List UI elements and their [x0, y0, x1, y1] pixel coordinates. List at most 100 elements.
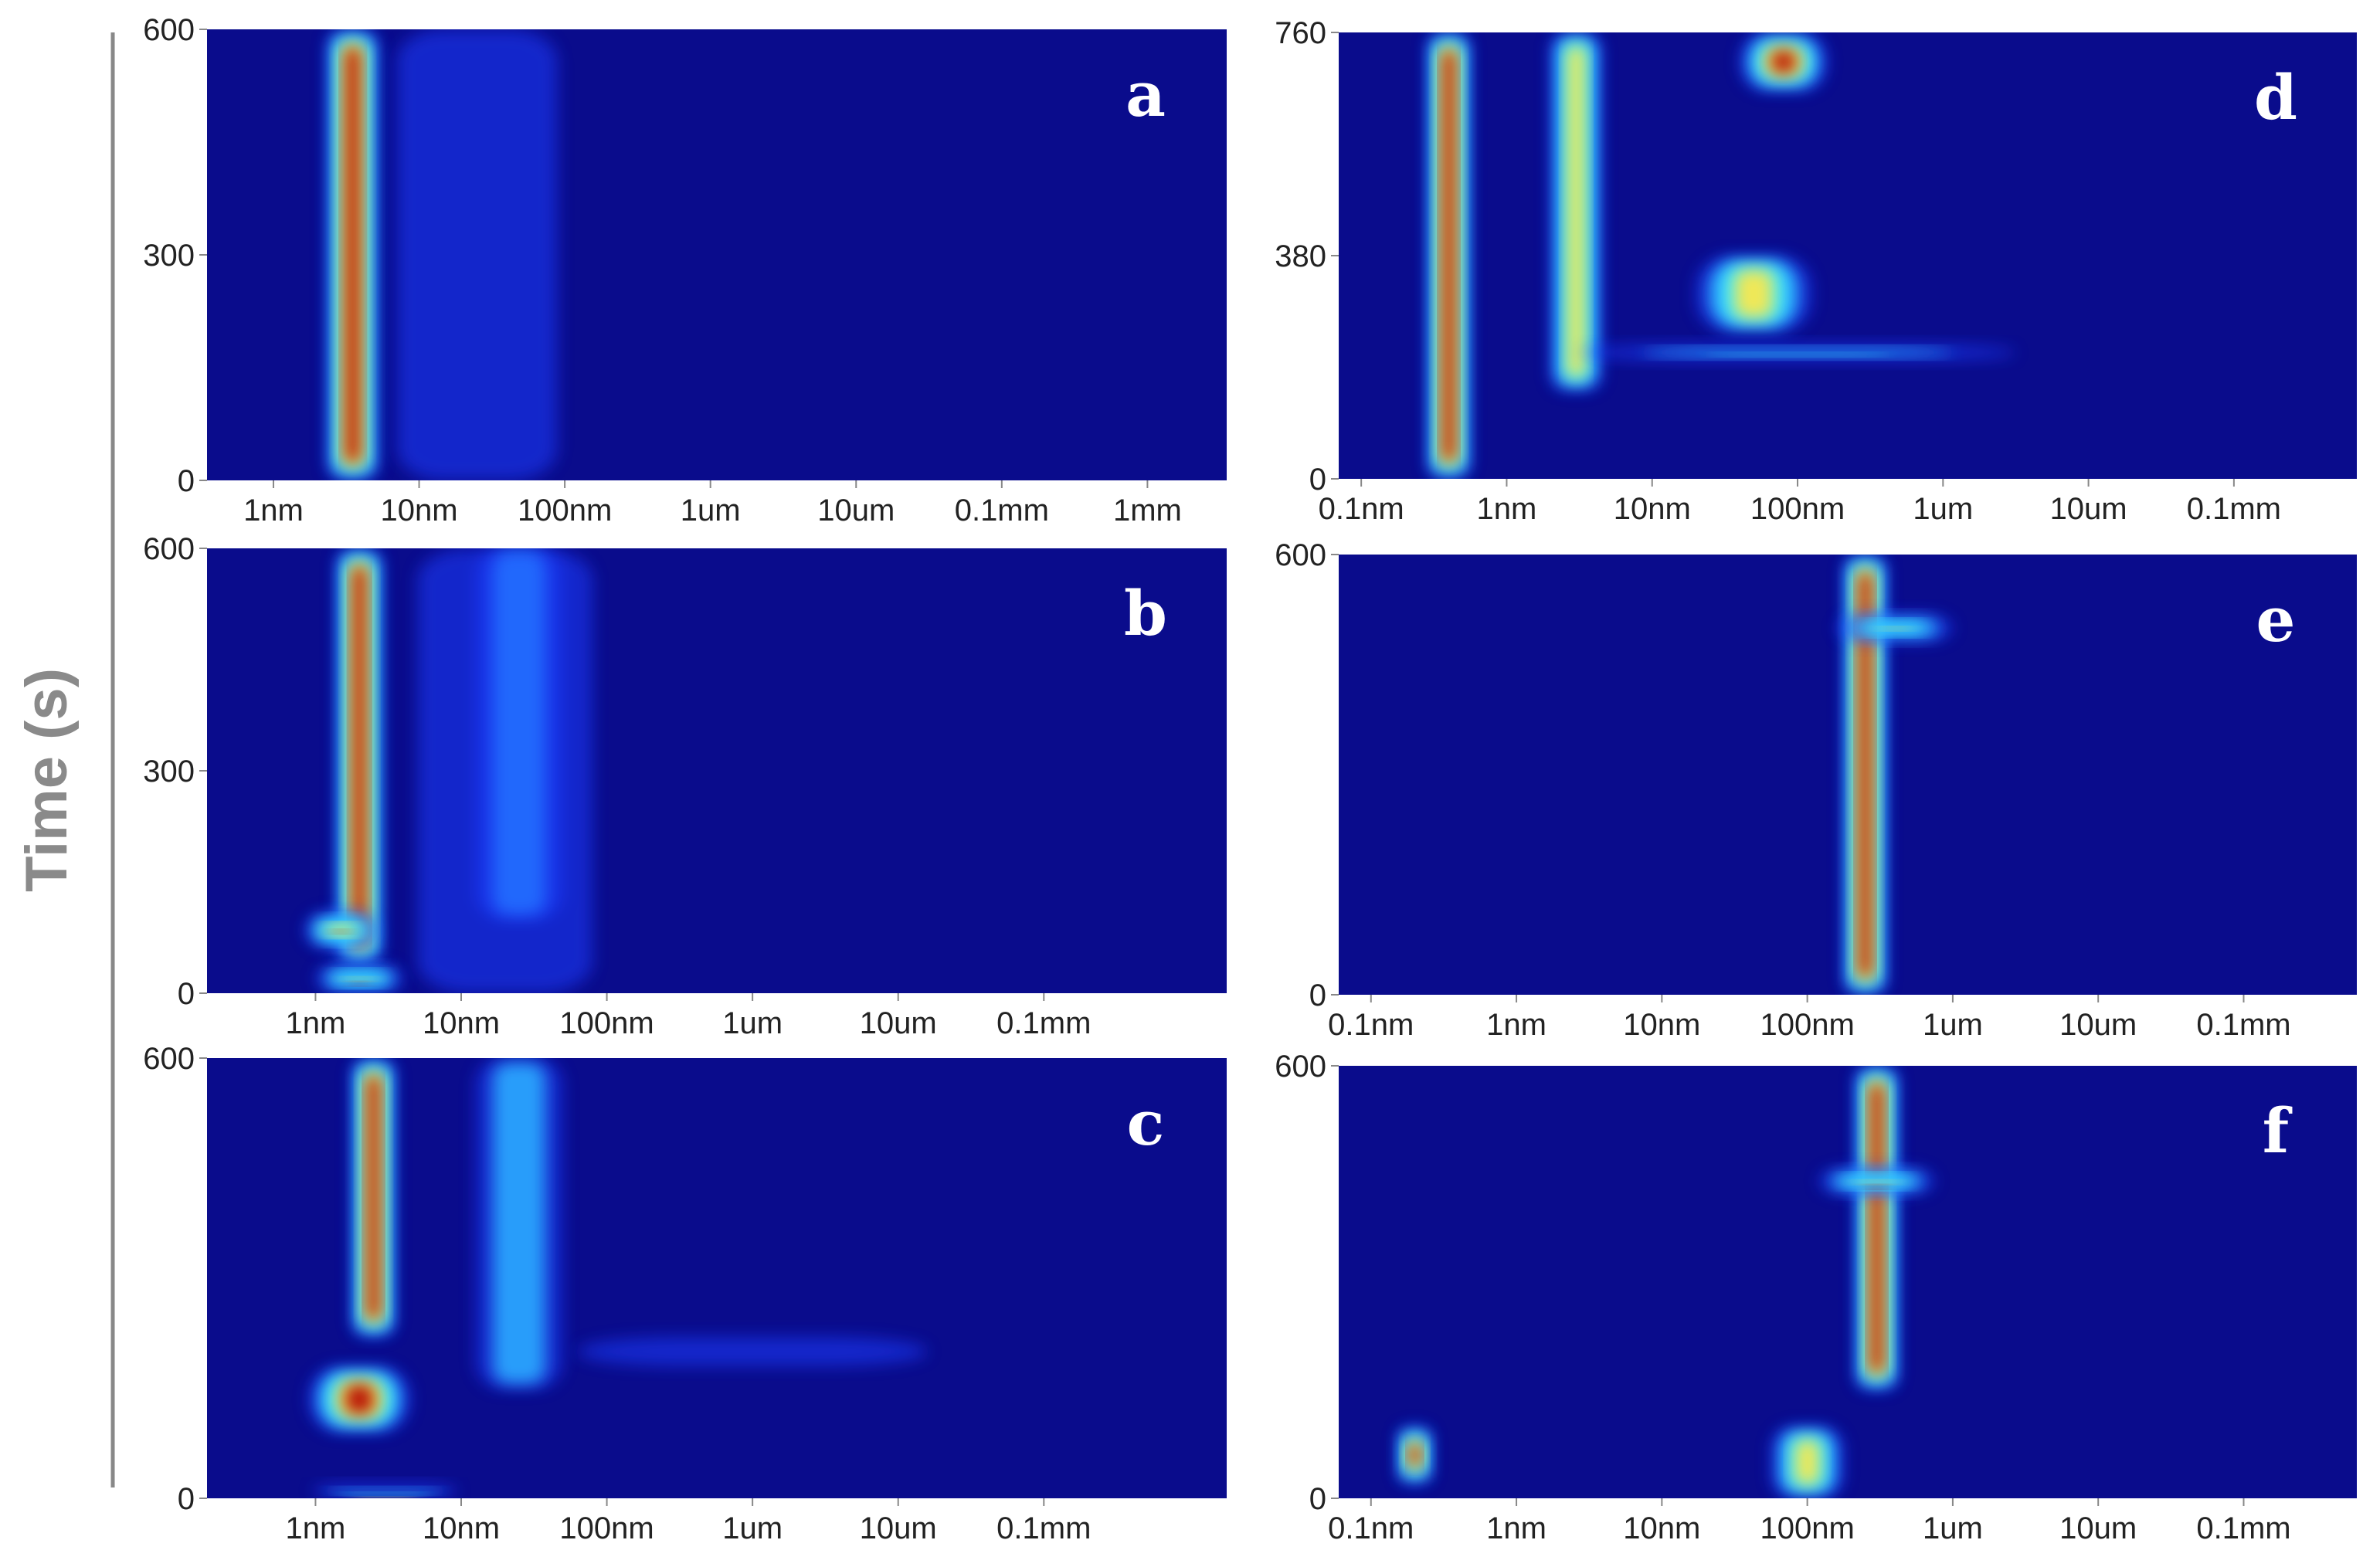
- panel-b: 0 300 600 1nm 10nm 100nm 1um 10um 0.1mm b: [143, 532, 1227, 1040]
- y-tick-label-f-0: 0: [1309, 1482, 1326, 1516]
- panel-a: 0 300 600 1nm 10nm 100nm 1um 10um 0.1mm 1mm a: [143, 13, 1227, 527]
- panel-letter-d: d: [2254, 61, 2297, 134]
- heat-mark-d-4-2: [1703, 353, 1892, 357]
- x-tick-label-f-4: 1um: [1923, 1511, 1983, 1545]
- x-tick-label-a-6: 1mm: [1113, 494, 1182, 527]
- heat-mark-a-0-4: [345, 48, 360, 462]
- figure-y-axis-label: Time (s): [14, 668, 80, 892]
- x-tick-label-f-5: 10um: [2059, 1511, 2137, 1545]
- panel-f: 0 600 0.1nm 1nm 10nm 100nm 1um 10um 0.1mm f: [1275, 1050, 2357, 1545]
- x-tick-label-e-1: 1nm: [1486, 1008, 1546, 1042]
- heat-mark-c-0-4: [367, 1077, 380, 1318]
- panel-a-heat: [326, 29, 558, 480]
- x-tick-label-e-3: 100nm: [1760, 1008, 1854, 1042]
- heat-mark-d-0-4: [1442, 51, 1455, 460]
- x-tick-label-d-4: 1um: [1913, 492, 1973, 526]
- panel-f-plot-area: [1339, 1066, 2357, 1498]
- y-tick-label-e-0: 0: [1309, 979, 1326, 1013]
- y-tick-label-a-2: 600: [143, 13, 195, 47]
- y-tick-label-a-1: 300: [143, 239, 195, 273]
- panel-letter-a: a: [1125, 58, 1166, 131]
- x-tick-label-c-4: 10um: [860, 1511, 937, 1545]
- x-tick-label-d-3: 100nm: [1750, 492, 1845, 526]
- heat-mark-c-4-0: [577, 1337, 928, 1366]
- y-tick-label-b-0: 0: [178, 977, 195, 1011]
- x-tick-label-e-6: 0.1mm: [2196, 1008, 2290, 1042]
- y-tick-label-c-0: 0: [178, 1482, 195, 1516]
- heat-mark-c-1-4: [345, 1385, 374, 1414]
- x-tick-label-f-6: 0.1mm: [2196, 1511, 2290, 1545]
- x-tick-label-e-2: 10nm: [1623, 1008, 1700, 1042]
- heat-mark-d-2-4: [1771, 51, 1796, 73]
- x-tick-label-a-5: 0.1mm: [955, 494, 1049, 527]
- panels: 0 300 600 1nm 10nm 100nm 1um 10um 0.1mm 1mm a 0 300 6…: [143, 13, 2357, 1545]
- heat-mark-b-0-4: [352, 567, 366, 945]
- x-tick-label-c-2: 100nm: [559, 1511, 654, 1545]
- x-tick-label-a-4: 10um: [817, 494, 895, 527]
- x-tick-label-c-1: 10nm: [423, 1511, 500, 1545]
- panel-letter-c: c: [1127, 1087, 1165, 1159]
- x-tick-label-b-3: 1um: [722, 1006, 783, 1040]
- x-tick-label-d-5: 10um: [2050, 492, 2127, 526]
- x-tick-label-e-4: 1um: [1923, 1008, 1983, 1042]
- heat-mark-f-1-3: [1850, 1180, 1903, 1184]
- heat-mark-e-0-4: [1859, 573, 1872, 976]
- panel-e-heat: [1836, 555, 1954, 995]
- heat-mark-b-2-4: [347, 982, 372, 985]
- heat-mark-d-1-3: [1567, 46, 1585, 377]
- y-tick-label-d-0: 0: [1309, 463, 1326, 497]
- heat-mark-c-2-3: [352, 1498, 419, 1501]
- panel-letter-e: e: [2256, 583, 2296, 656]
- heat-mark-b-2-3: [339, 977, 379, 981]
- panel-d: 0 380 760 0.1nm 1nm 10nm 100nm 1um 10um 0.1mm d: [1275, 16, 2357, 526]
- panel-b-heat: [304, 548, 592, 993]
- heat-mark-c-2-2: [338, 1493, 432, 1496]
- heat-mark-e-1-3: [1875, 627, 1915, 630]
- x-tick-label-b-4: 10um: [860, 1006, 937, 1040]
- x-tick-label-d-1: 1nm: [1477, 492, 1537, 526]
- panel-d-heat: [1427, 32, 2016, 479]
- heat-mark-f-1-4: [1860, 1185, 1893, 1189]
- x-tick-label-f-3: 100nm: [1760, 1511, 1854, 1545]
- heat-mark-c-3-1: [493, 1063, 545, 1384]
- y-tick-label-d-2: 760: [1275, 16, 1326, 50]
- x-tick-label-a-0: 1nm: [243, 494, 304, 527]
- x-tick-label-d-6: 0.1mm: [2187, 492, 2281, 526]
- x-tick-label-f-1: 1nm: [1486, 1511, 1546, 1545]
- x-tick-label-c-5: 0.1mm: [996, 1511, 1091, 1545]
- y-tick-label-c-1: 600: [143, 1042, 195, 1076]
- heat-mark-b-4-0: [417, 548, 592, 993]
- x-tick-label-b-2: 100nm: [559, 1006, 654, 1040]
- panel-c: 0 600 1nm 10nm 100nm 1um 10um 0.1mm c: [143, 1042, 1227, 1545]
- heat-mark-f-3-4: [1410, 1444, 1420, 1466]
- x-tick-label-f-0: 0.1nm: [1328, 1511, 1414, 1545]
- x-tick-label-e-0: 0.1nm: [1328, 1008, 1414, 1042]
- panel-f-heat: [1397, 1066, 1935, 1498]
- x-tick-label-d-0: 0.1nm: [1319, 492, 1404, 526]
- heat-mark-d-3-3: [1734, 270, 1774, 318]
- panel-letter-b: b: [1124, 577, 1167, 650]
- x-tick-label-c-3: 1um: [722, 1511, 783, 1545]
- heat-mark-b-1-4: [331, 930, 351, 934]
- panel-e: 0 600 0.1nm 1nm 10nm 100nm 1um 10um 0.1mm e: [1275, 538, 2357, 1042]
- x-tick-label-f-2: 10nm: [1623, 1511, 1700, 1545]
- heat-mark-c-2-1: [325, 1488, 445, 1494]
- x-tick-label-a-1: 10nm: [381, 494, 458, 527]
- heat-mark-f-2-3: [1794, 1440, 1820, 1484]
- y-tick-label-e-1: 600: [1275, 538, 1326, 572]
- x-tick-label-b-1: 10nm: [423, 1006, 500, 1040]
- y-tick-label-b-1: 300: [143, 755, 195, 789]
- y-tick-label-d-1: 380: [1275, 239, 1326, 273]
- x-tick-label-a-3: 1um: [681, 494, 741, 527]
- x-tick-label-b-5: 0.1mm: [996, 1006, 1091, 1040]
- x-tick-label-d-2: 10nm: [1614, 492, 1691, 526]
- y-tick-label-f-1: 600: [1275, 1050, 1326, 1084]
- panel-letter-f: f: [2263, 1094, 2293, 1167]
- heat-mark-a-1-0: [396, 29, 558, 480]
- x-tick-label-b-0: 1nm: [286, 1006, 346, 1040]
- x-tick-label-a-2: 100nm: [518, 494, 612, 527]
- x-tick-label-e-5: 10um: [2059, 1008, 2137, 1042]
- x-tick-label-c-0: 1nm: [286, 1511, 346, 1545]
- panel-c-heat: [308, 1058, 928, 1501]
